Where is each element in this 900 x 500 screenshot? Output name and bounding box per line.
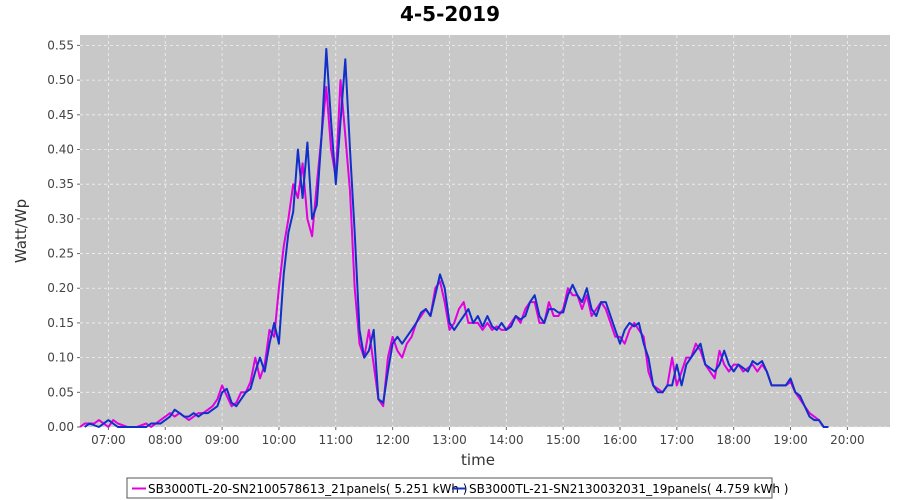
y-tick-label: 0.40 bbox=[47, 142, 74, 156]
y-tick-label: 0.05 bbox=[47, 385, 74, 399]
chart-title: 4-5-2019 bbox=[400, 2, 500, 26]
y-tick-label: 0.10 bbox=[47, 351, 74, 365]
x-tick-label: 16:00 bbox=[603, 433, 638, 447]
y-tick-label: 0.35 bbox=[47, 177, 74, 191]
x-tick-label: 08:00 bbox=[148, 433, 183, 447]
grid-lines bbox=[80, 35, 890, 428]
y-tick-label: 0.30 bbox=[47, 212, 74, 226]
y-tick-label: 0.25 bbox=[47, 247, 74, 261]
y-tick-label: 0.55 bbox=[47, 38, 74, 52]
y-tick-label: 0.15 bbox=[47, 316, 74, 330]
x-axis-label: time bbox=[461, 451, 495, 469]
legend: SB3000TL-20-SN2100578613_21panels( 5.251… bbox=[126, 477, 788, 499]
legend-label-series-2: SB3000TL-21-SN2130032031_19panels( 4.759… bbox=[469, 482, 788, 496]
x-tick-label: 12:00 bbox=[375, 433, 410, 447]
x-tick-label: 17:00 bbox=[660, 433, 695, 447]
y-axis-ticks: 0.00 0.05 0.10 0.15 0.20 0.25 0.30 0.35 0.40 0.45… bbox=[47, 38, 80, 434]
legend-box bbox=[126, 477, 773, 499]
series-layer bbox=[79, 47, 829, 428]
y-tick-label: 0.45 bbox=[47, 108, 74, 122]
legend-label-series-1: SB3000TL-20-SN2100578613_21panels( 5.251… bbox=[148, 482, 467, 496]
x-tick-label: 09:00 bbox=[205, 433, 240, 447]
x-tick-label: 07:00 bbox=[91, 433, 126, 447]
plot-area bbox=[80, 35, 890, 427]
x-tick-label: 13:00 bbox=[432, 433, 467, 447]
y-tick-label: 0.20 bbox=[47, 281, 74, 295]
x-tick-label: 11:00 bbox=[318, 433, 353, 447]
x-tick-label: 14:00 bbox=[489, 433, 524, 447]
x-axis-ticks: 07:00 08:00 09:00 10:00 11:00 12:00 13:00 14:00… bbox=[91, 427, 865, 447]
y-tick-label: 0.50 bbox=[47, 73, 74, 87]
y-axis-label: Watt/Wp bbox=[12, 199, 30, 263]
x-tick-label: 18:00 bbox=[716, 433, 751, 447]
x-tick-label: 20:00 bbox=[830, 433, 865, 447]
x-tick-label: 19:00 bbox=[773, 433, 808, 447]
y-tick-label: 0.00 bbox=[47, 420, 74, 434]
x-tick-label: 15:00 bbox=[546, 433, 581, 447]
x-tick-label: 10:00 bbox=[262, 433, 297, 447]
series-line-2 bbox=[84, 47, 829, 428]
